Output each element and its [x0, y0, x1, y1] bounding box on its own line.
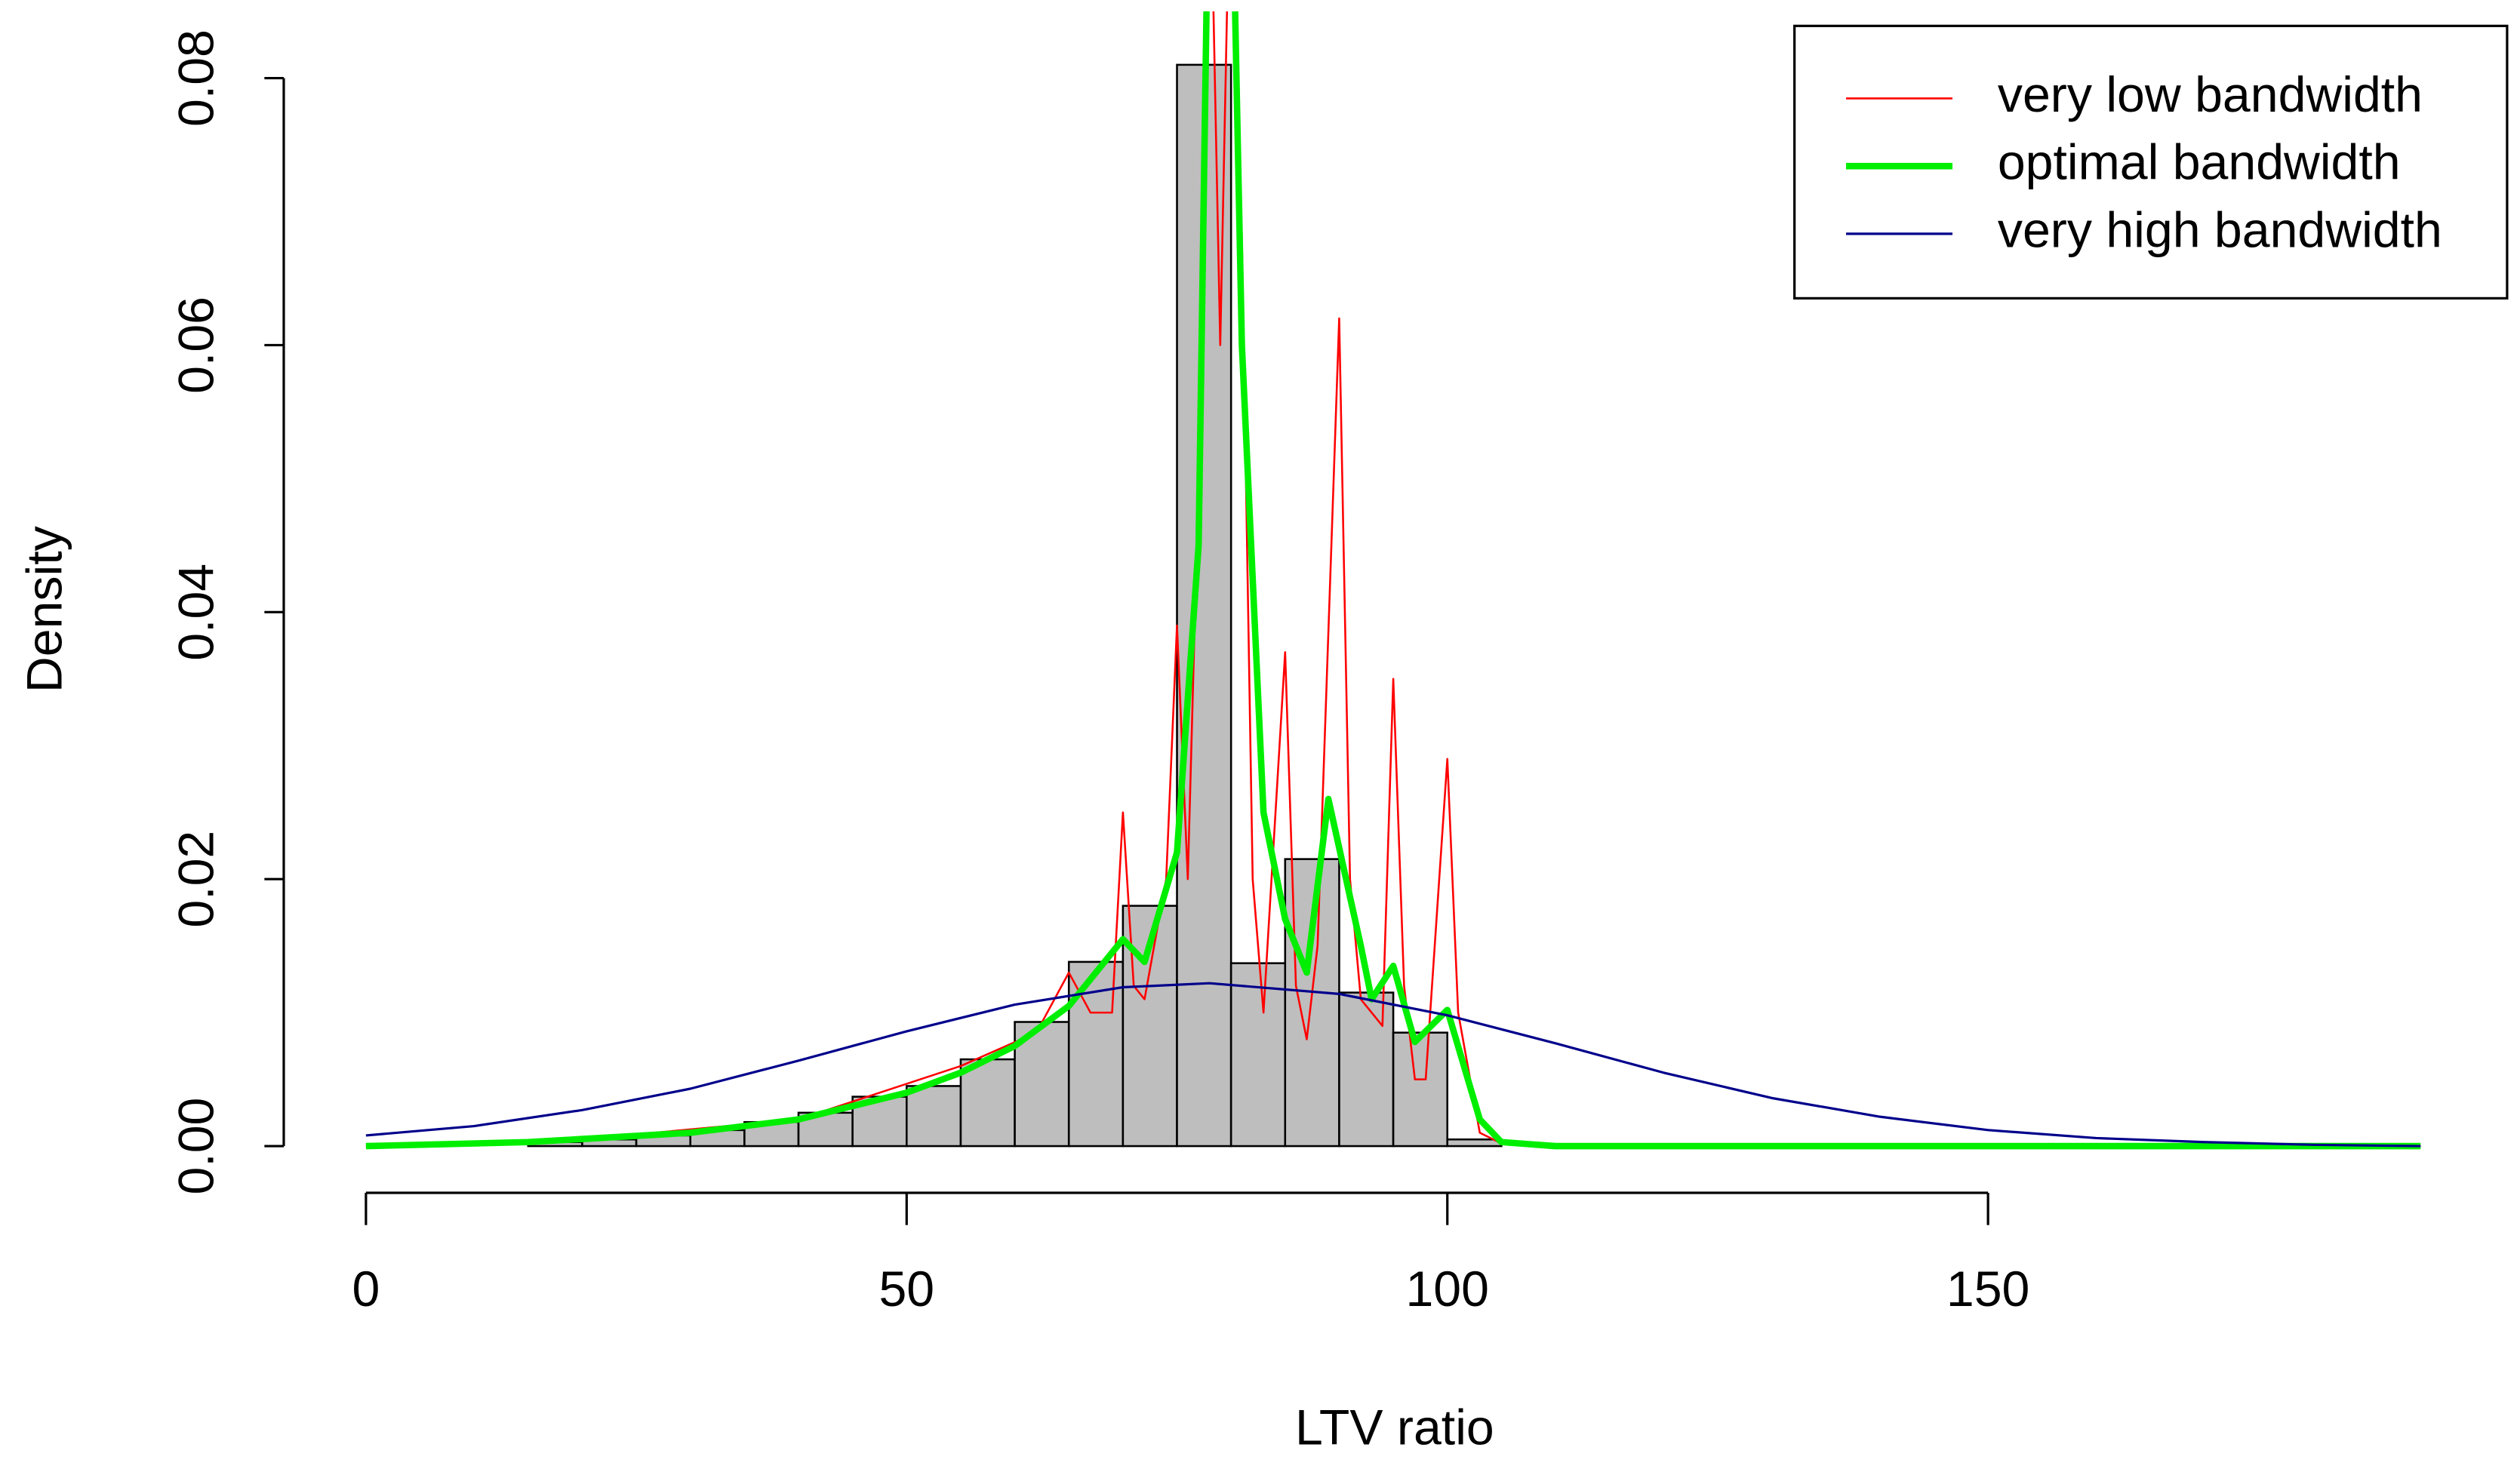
plot-area — [365, 11, 2421, 1150]
histogram-bar — [1392, 1031, 1449, 1148]
density-line — [365, 11, 2421, 1150]
legend-label: very low bandwidth — [1998, 67, 2423, 123]
density-line — [365, 982, 2421, 1148]
legend-label: optimal bandwidth — [1998, 135, 2401, 191]
density-line — [365, 11, 2421, 1148]
legend-box — [1793, 24, 2509, 300]
histogram-bar — [1338, 991, 1395, 1148]
y-tick-label: 0.08 — [168, 29, 224, 127]
x-tick-label: 50 — [878, 1261, 934, 1317]
x-tick-label: 150 — [1946, 1261, 2029, 1317]
x-tick-label: 0 — [352, 1261, 380, 1317]
x-tick-label: 100 — [1405, 1261, 1488, 1317]
histogram-bar — [906, 1085, 962, 1148]
y-tick-label: 0.06 — [168, 297, 224, 394]
histogram-bar — [959, 1058, 1016, 1148]
y-axis-label: Density — [17, 526, 73, 693]
x-axis-label: LTV ratio — [1295, 1400, 1494, 1456]
legend-label: very high bandwidth — [1998, 202, 2442, 258]
y-tick-label: 0.02 — [168, 831, 224, 928]
y-tick-label: 0.04 — [168, 564, 224, 661]
histogram-bar — [1229, 962, 1287, 1148]
y-tick-label: 0.00 — [168, 1098, 224, 1195]
